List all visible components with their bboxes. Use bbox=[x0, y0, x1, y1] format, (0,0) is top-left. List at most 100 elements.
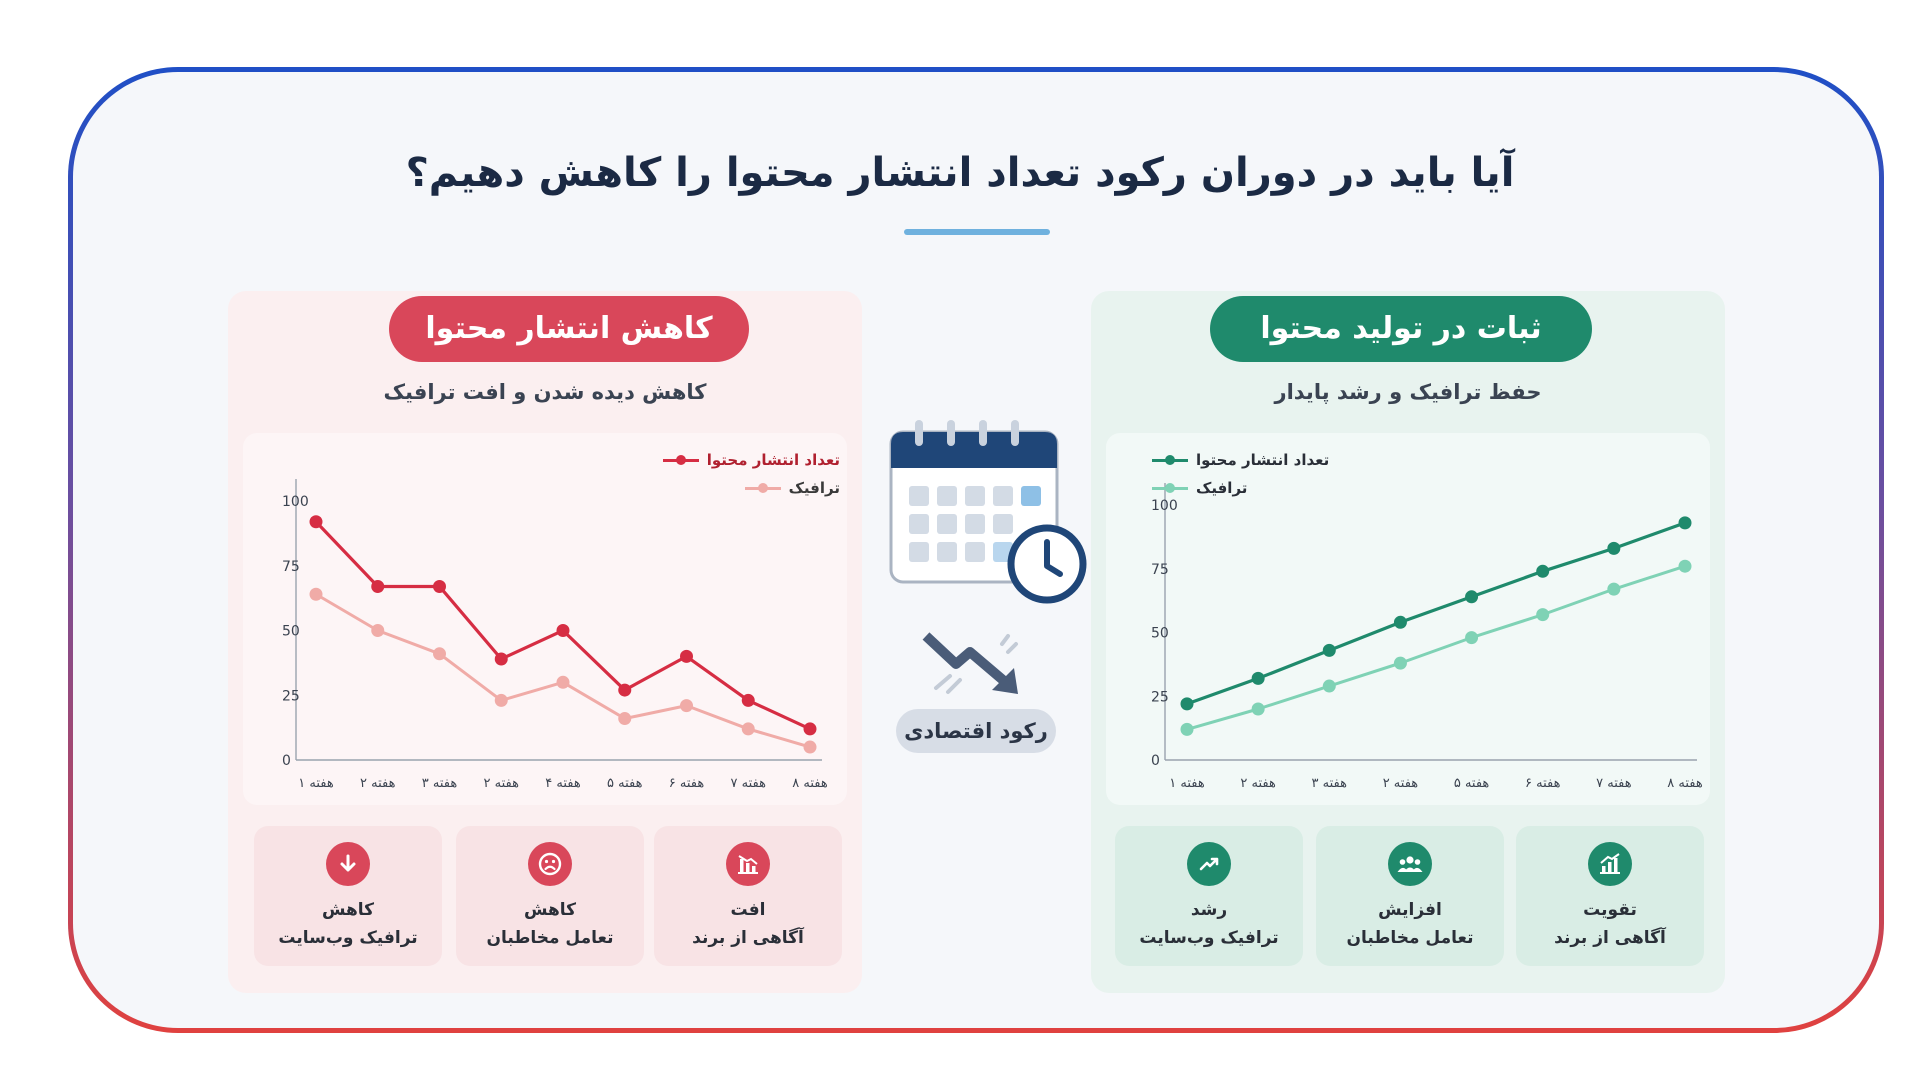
data-point bbox=[1251, 671, 1265, 685]
arrow-down-icon bbox=[326, 842, 370, 886]
y-tick-label: 100 bbox=[282, 494, 309, 510]
bar-chart-up-icon bbox=[1588, 842, 1632, 886]
series-line bbox=[1186, 521, 1686, 706]
x-tick-label: هفته ۲ bbox=[360, 776, 396, 791]
title-underline bbox=[904, 229, 1050, 235]
data-point bbox=[1251, 702, 1265, 716]
data-point bbox=[433, 579, 446, 593]
left-panel-subtitle: کاهش دیده شدن و افت ترافیک bbox=[383, 380, 707, 404]
data-point bbox=[494, 693, 508, 707]
metric-brand-awareness-boost: تقویت آگاهی از برند bbox=[1516, 826, 1704, 966]
metric-line1: کاهش bbox=[523, 900, 577, 920]
y-tick-label: 25 bbox=[282, 688, 300, 704]
x-tick-label: هفته ۵ bbox=[1454, 776, 1490, 791]
y-tick-label: 75 bbox=[282, 559, 300, 575]
x-tick-label: هفته ۷ bbox=[731, 776, 767, 791]
y-tick-label: 100 bbox=[1151, 498, 1178, 514]
data-point bbox=[1465, 631, 1479, 645]
metric-line1: افت bbox=[730, 900, 766, 920]
data-point bbox=[309, 587, 323, 601]
data-point bbox=[1393, 615, 1407, 629]
x-tick-label: هفته ۳ bbox=[1312, 776, 1348, 791]
legend-item-traffic: ترافیک bbox=[650, 474, 840, 502]
x-tick-label: هفته ۲ bbox=[484, 776, 520, 791]
data-point bbox=[741, 722, 755, 736]
y-tick-label: 25 bbox=[1151, 689, 1169, 705]
x-tick-label: هفته ۸ bbox=[1667, 776, 1703, 791]
data-point bbox=[1465, 590, 1479, 604]
series-line bbox=[1186, 564, 1686, 731]
x-tick-label: هفته ۱ bbox=[1169, 776, 1205, 791]
x-tick-label: هفته ۷ bbox=[1596, 776, 1632, 791]
data-point bbox=[1536, 564, 1550, 578]
legend-label-posts: تعداد انتشار محتوا bbox=[706, 451, 840, 469]
x-tick-label: هفته ۲ bbox=[1383, 776, 1419, 791]
data-point bbox=[618, 712, 632, 726]
x-tick-label: هفته ۲ bbox=[1240, 776, 1276, 791]
data-point bbox=[803, 740, 817, 754]
data-point bbox=[1536, 608, 1550, 622]
data-point bbox=[1180, 697, 1194, 711]
x-tick-label: هفته ۸ bbox=[792, 776, 828, 791]
x-tick-label: هفته ۶ bbox=[669, 776, 705, 791]
metric-traffic-growth: رشد ترافیک وب‌سایت bbox=[1115, 826, 1303, 966]
metric-traffic-decrease: کاهش ترافیک وب‌سایت bbox=[254, 826, 442, 966]
data-point bbox=[371, 579, 385, 593]
metric-line1: افزایش bbox=[1378, 900, 1442, 920]
data-point bbox=[371, 624, 385, 637]
sad-face-icon bbox=[528, 842, 572, 886]
data-point bbox=[494, 652, 508, 666]
left-panel-heading: کاهش انتشار محتوا bbox=[389, 296, 749, 362]
legend-label-traffic: ترافیک bbox=[1196, 479, 1248, 497]
recession-label: رکود اقتصادی bbox=[896, 709, 1056, 753]
data-point bbox=[618, 683, 632, 697]
metric-brand-awareness-drop: افت آگاهی از برند bbox=[654, 826, 842, 966]
right-chart-legend: تعداد انتشار محتوا ترافیک bbox=[1152, 446, 1342, 502]
legend-item-posts: تعداد انتشار محتوا bbox=[650, 446, 840, 474]
metric-line1: تقویت bbox=[1583, 900, 1637, 920]
x-tick-label: هفته ۶ bbox=[1525, 776, 1561, 791]
metric-line2: آگاهی از برند bbox=[692, 928, 804, 948]
data-point bbox=[433, 647, 446, 661]
data-point bbox=[1607, 582, 1621, 596]
metric-line2: آگاهی از برند bbox=[1554, 928, 1666, 948]
data-point bbox=[309, 515, 323, 529]
data-point bbox=[1607, 541, 1621, 555]
x-tick-label: هفته ۵ bbox=[607, 776, 643, 791]
trend-up-icon bbox=[1187, 842, 1231, 886]
legend-item-posts: تعداد انتشار محتوا bbox=[1152, 446, 1342, 474]
users-icon bbox=[1388, 842, 1432, 886]
metric-engagement-decrease: کاهش تعامل مخاطبان bbox=[456, 826, 644, 966]
data-point bbox=[1678, 516, 1692, 530]
x-tick-label: هفته ۳ bbox=[422, 776, 458, 791]
right-panel-subtitle: حفظ ترافیک و رشد پایدار bbox=[1274, 380, 1542, 404]
y-tick-label: 0 bbox=[282, 753, 291, 769]
y-tick-label: 75 bbox=[1151, 562, 1169, 578]
legend-swatch-traffic bbox=[744, 481, 781, 495]
data-point bbox=[556, 675, 570, 689]
y-tick-label: 50 bbox=[1151, 626, 1169, 642]
data-point bbox=[1322, 643, 1336, 657]
bar-chart-down-icon bbox=[726, 842, 770, 886]
metric-engagement-increase: افزایش تعامل مخاطبان bbox=[1316, 826, 1504, 966]
y-tick-label: 0 bbox=[1151, 753, 1160, 769]
legend-swatch-posts bbox=[662, 453, 699, 467]
left-chart-card bbox=[243, 433, 847, 805]
x-tick-label: هفته ۴ bbox=[545, 776, 581, 791]
y-tick-label: 50 bbox=[282, 624, 300, 640]
legend-swatch-traffic bbox=[1152, 481, 1188, 495]
data-point bbox=[680, 649, 693, 663]
metric-line2: تعامل مخاطبان bbox=[1346, 928, 1474, 948]
right-panel-heading: ثبات در تولید محتوا bbox=[1210, 296, 1592, 362]
data-point bbox=[741, 693, 755, 707]
data-point bbox=[1180, 722, 1194, 736]
data-point bbox=[803, 722, 817, 736]
legend-item-traffic: ترافیک bbox=[1152, 474, 1342, 502]
left-chart-legend: تعداد انتشار محتوا ترافیک bbox=[650, 446, 840, 502]
legend-swatch-posts bbox=[1152, 453, 1188, 467]
metric-line1: رشد bbox=[1190, 900, 1228, 920]
data-point bbox=[556, 624, 570, 637]
page-title: آیا باید در دوران رکود تعداد انتشار محتو… bbox=[405, 150, 1515, 196]
